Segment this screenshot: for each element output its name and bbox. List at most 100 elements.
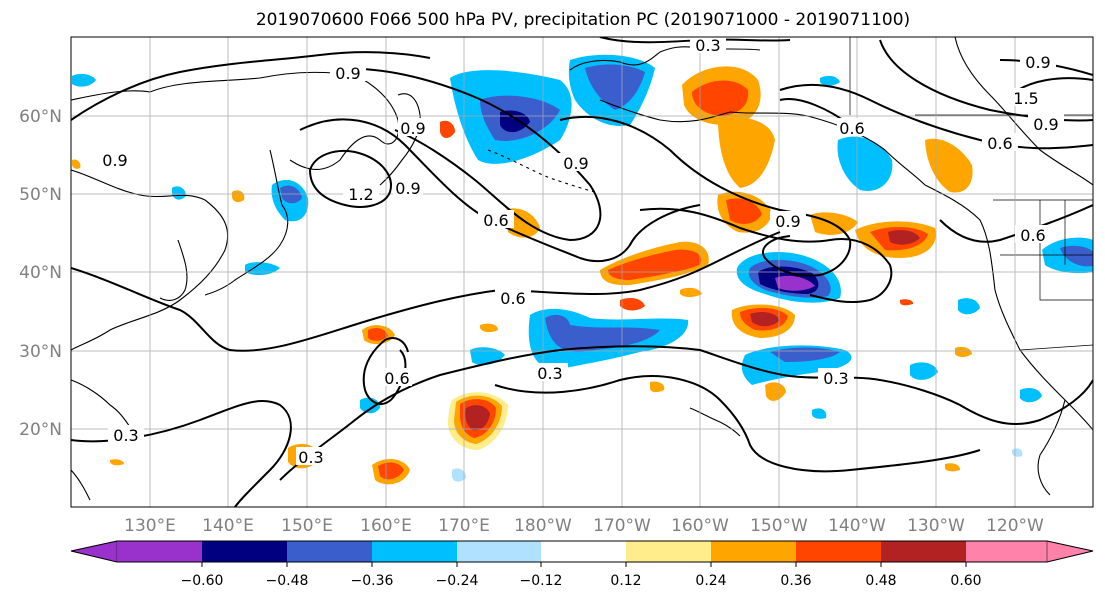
neg-anomaly-central-pacific-core — [545, 314, 660, 352]
coastline-japan — [204, 204, 289, 296]
colorbar-label-8: 0.36 — [780, 573, 811, 589]
pv-label-bg-03-e — [296, 447, 326, 465]
colorbar-segment-2 — [202, 541, 287, 562]
pv-label-bg-03-c — [818, 368, 854, 386]
neg-anomaly-east-us-core — [1060, 245, 1093, 267]
pv-contour-06-east — [779, 83, 1093, 150]
neg-anomaly-small-9 — [812, 408, 827, 419]
colorbar: −0.60 −0.48 −0.36 −0.24 −0.12 0.12 0.24 … — [70, 540, 1094, 589]
colorbar-segment-5 — [457, 541, 541, 562]
pv-label-bg-06-d — [982, 133, 1018, 151]
pv-contour-09-gyre — [559, 115, 852, 277]
pv-label-06-f: 0.6 — [1020, 226, 1045, 245]
pv-label-06-d: 0.6 — [987, 134, 1012, 153]
lat-label-30n: 30°N — [19, 342, 62, 362]
pos-anomaly-gulf-core — [726, 198, 762, 224]
pos-anomaly-small-11 — [680, 287, 702, 297]
pos-anomaly-dateline-south-inner — [465, 405, 490, 431]
pos-anomaly-northeast-pacific-inner — [888, 230, 920, 245]
colorbar-label-5: −0.12 — [520, 573, 563, 589]
coastline-aleutians — [487, 149, 596, 193]
pv-label-09-a: 0.9 — [335, 64, 360, 83]
pv-label-bg-09-b — [558, 153, 594, 171]
pv-contour-09-east — [879, 39, 1093, 122]
pv-label-bg-12 — [343, 184, 379, 202]
pos-anomaly-west-5 — [440, 120, 455, 138]
neg-anomaly-small-8 — [360, 397, 380, 414]
colorbar-outline — [70, 540, 1094, 563]
map-frame — [70, 36, 1094, 508]
pv-label-bg-06-e — [837, 118, 867, 136]
pv-label-15: 1.5 — [1013, 89, 1038, 108]
pv-label-bg-09-f — [100, 150, 130, 168]
pv-label-09-d: 0.9 — [1033, 115, 1058, 134]
coastline-alaska-south — [599, 99, 926, 186]
pv-label-bg-03-a — [108, 425, 144, 443]
pv-label-06-a: 0.6 — [500, 289, 525, 308]
pv-label-bg-09-e — [1020, 52, 1056, 70]
pv-label-09-c: 0.9 — [775, 212, 800, 231]
pv-contour-06-coast — [939, 204, 1093, 243]
pv-contour-03-south — [71, 399, 292, 507]
lon-label-180w: 180°W — [514, 516, 572, 536]
pv-contour-06-low — [639, 207, 893, 304]
colorbar-label-7: 0.24 — [695, 573, 726, 589]
pv-label-bg-06-b — [478, 210, 514, 228]
pos-anomaly-small-10 — [72, 159, 81, 169]
lon-label-130e: 130°E — [124, 516, 176, 536]
precip-positive-anomalies — [72, 66, 973, 485]
coastline-hudson-region — [954, 37, 1093, 186]
coastline-mexico — [1037, 399, 1066, 496]
figure-title: 2019070600 F066 500 hPa PV, precipitatio… — [256, 10, 910, 30]
pv-contour-06-west — [71, 231, 781, 352]
pv-label-09-f: 0.9 — [102, 151, 127, 170]
map-content: 0.3 0.3 0.3 0.3 0.3 0.6 0.6 0.6 0.6 0.6 — [71, 36, 1093, 507]
colorbar-extend-high — [1046, 540, 1094, 563]
neg-anomaly-small-10 — [820, 75, 840, 86]
precip-negative-anomalies — [72, 54, 1093, 482]
colorbar-segment-9 — [796, 541, 881, 562]
pos-anomaly-small-9 — [110, 459, 124, 466]
pv-label-03-a: 0.3 — [113, 426, 138, 445]
coastline-sakhalin — [269, 149, 283, 206]
pv-label-bg-06-f — [1015, 225, 1051, 243]
pos-anomaly-small-3 — [955, 346, 972, 357]
colorbar-label-9: 0.48 — [865, 573, 896, 589]
lon-label-160w: 160°W — [671, 516, 729, 536]
coastline-korea — [159, 239, 188, 301]
pv-label-12: 1.2 — [348, 185, 373, 204]
neg-anomaly-small-3 — [910, 362, 938, 380]
pos-anomaly-small-4 — [650, 381, 665, 393]
pv-contour-03-central — [279, 345, 1093, 481]
lat-label-20n: 20°N — [19, 420, 62, 440]
lon-label-150w: 150°W — [750, 516, 808, 536]
pv-contour-09-central — [329, 67, 602, 242]
pos-anomaly-small-5 — [232, 190, 245, 203]
colorbar-label-1: −0.60 — [181, 573, 224, 589]
colorbar-tick-labels: −0.60 −0.48 −0.36 −0.24 −0.12 0.12 0.24 … — [181, 573, 982, 589]
coastline-hawaii — [689, 407, 741, 437]
pv-label-bg-06-a — [495, 288, 531, 306]
colorbar-label-10: 0.60 — [950, 573, 981, 589]
lat-label-50n: 50°N — [19, 185, 62, 205]
pv-label-bg-09-g — [393, 178, 423, 196]
neg-anomaly-alaska-west-core — [585, 64, 645, 110]
colorbar-segment-7 — [626, 541, 711, 562]
colorbar-segment-6 — [541, 541, 626, 562]
pos-anomaly-small-7 — [945, 463, 960, 472]
coastline-asia-mainland — [71, 169, 229, 351]
pv-label-06-c: 0.6 — [384, 369, 409, 388]
coastline-sea-of-okhotsk — [289, 74, 400, 170]
colorbar-segment-4 — [372, 541, 457, 562]
pv-label-bg-03-d — [690, 37, 726, 53]
pv-label-bg-15 — [1008, 88, 1044, 106]
colorbar-extend-low — [70, 540, 118, 563]
lat-label-40n: 40°N — [19, 263, 62, 283]
pv-label-03-d: 0.3 — [695, 36, 720, 55]
neg-anomaly-small-4 — [958, 298, 980, 315]
neg-anomaly-low-center-min — [775, 275, 815, 291]
colorbar-ticks — [201, 562, 967, 567]
neg-anomaly-gulf-alaska — [837, 136, 893, 191]
colorbar-segment-11 — [966, 541, 1047, 562]
